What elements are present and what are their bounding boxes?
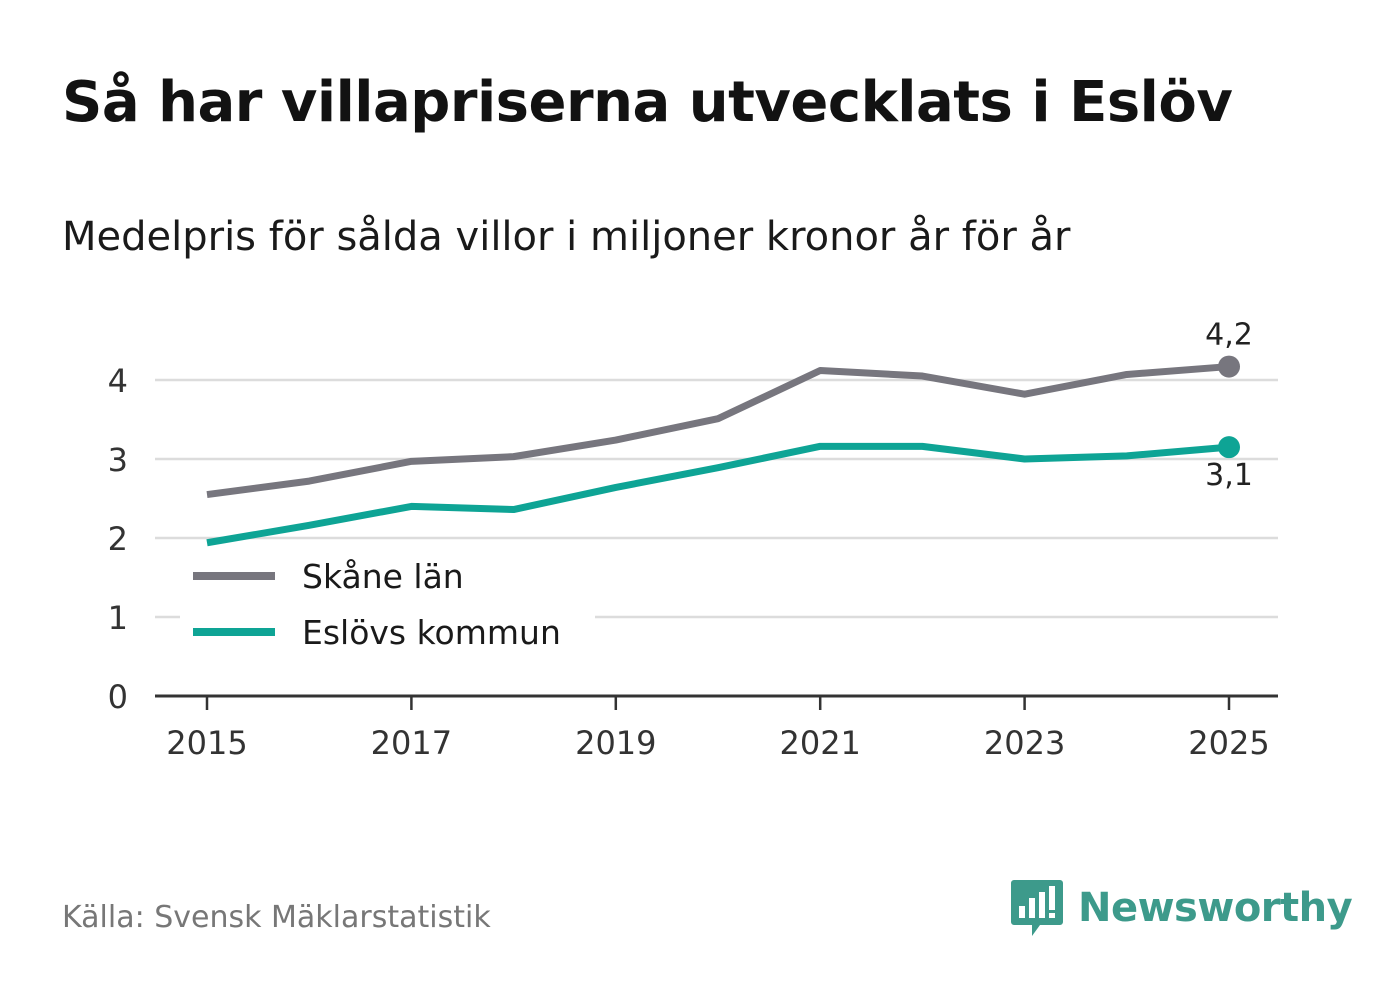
series-end-marker-0 bbox=[1218, 355, 1240, 378]
y-tick-label-3: 3 bbox=[108, 441, 128, 479]
data-label-0: 4,2 bbox=[1205, 318, 1253, 353]
x-tick-label-2019: 2019 bbox=[575, 724, 656, 762]
y-tick-label-2: 2 bbox=[108, 520, 128, 558]
y-tick-label-4: 4 bbox=[108, 362, 128, 400]
newsworthy-logo-text: Newsworthy bbox=[1078, 885, 1353, 931]
legend-background bbox=[180, 552, 595, 664]
x-axis-ticks: 2015 2017 2019 2021 2023 2025 bbox=[166, 696, 1270, 762]
y-tick-label-1: 1 bbox=[108, 599, 128, 637]
x-tick-label-2023: 2023 bbox=[984, 724, 1065, 762]
series-line-1 bbox=[206, 442, 1230, 547]
source-note: Källa: Svensk Mäklarstatistik bbox=[62, 900, 491, 935]
x-tick-label-2021: 2021 bbox=[779, 724, 860, 762]
y-tick-label-0: 0 bbox=[108, 678, 128, 716]
y-axis-ticks: 0 1 2 3 4 bbox=[108, 362, 128, 716]
x-tick-label-2017: 2017 bbox=[371, 724, 452, 762]
chart-subtitle: Medelpris för sålda villor i miljoner kr… bbox=[62, 214, 1071, 260]
chart-title: Så har villapriserna utvecklats i Eslöv bbox=[62, 70, 1233, 135]
newsworthy-logo[interactable]: Newsworthy bbox=[1010, 878, 1353, 938]
legend: Skåne län Eslövs kommun bbox=[180, 552, 595, 664]
x-tick-label-2015: 2015 bbox=[166, 724, 247, 762]
series-end-marker-1 bbox=[1218, 436, 1240, 459]
legend-label-0: Skåne län bbox=[302, 557, 464, 596]
x-tick-label-2025: 2025 bbox=[1188, 724, 1269, 762]
series-line-0 bbox=[206, 363, 1230, 499]
newsworthy-logo-icon bbox=[1011, 880, 1063, 936]
data-label-1: 3,1 bbox=[1205, 458, 1253, 493]
series-lines: 4,2 3,1 bbox=[206, 318, 1253, 547]
legend-label-1: Eslövs kommun bbox=[302, 613, 561, 652]
